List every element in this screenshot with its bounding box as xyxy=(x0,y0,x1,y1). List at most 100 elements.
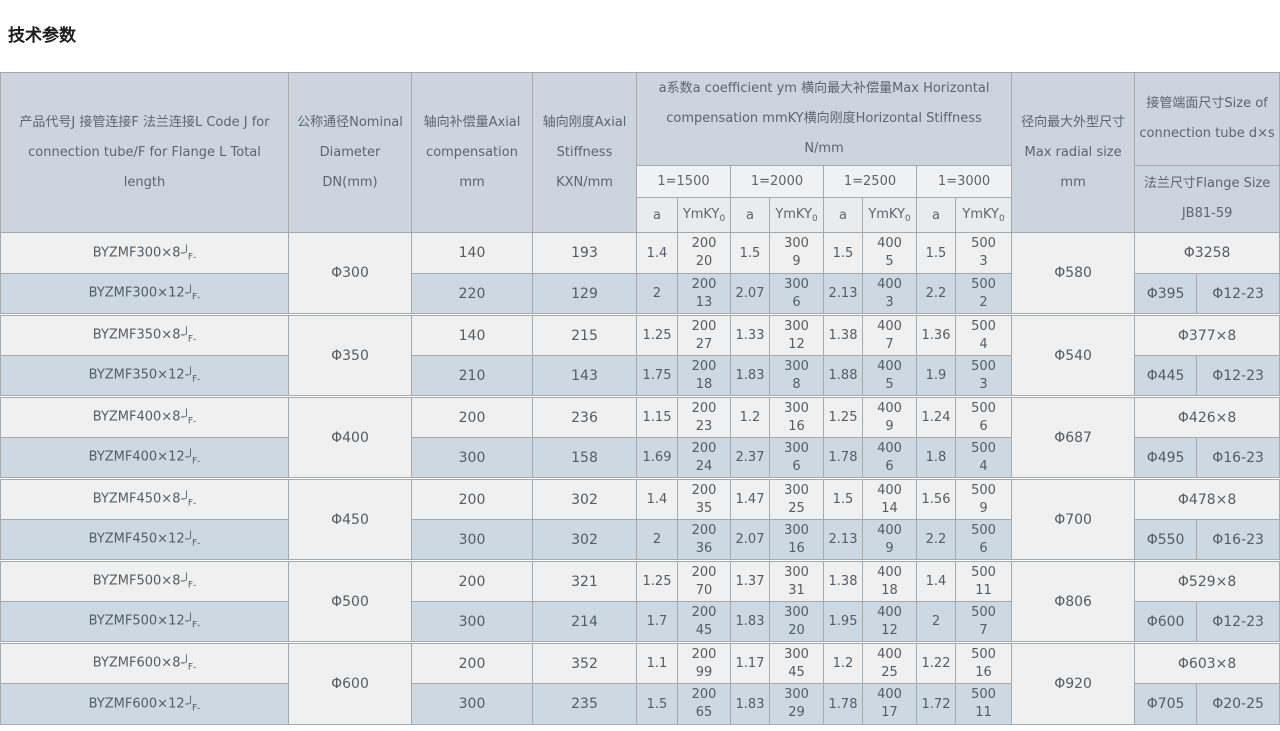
ymky-bottom-value: 35 xyxy=(695,500,713,516)
header-row-main: 产品代号J 接管连接F 法兰连接L Code J for connection … xyxy=(0,72,1280,233)
ymky-bottom-value: 5 xyxy=(885,254,894,269)
ymky-value-cell: 300 45 xyxy=(769,642,824,684)
nominal-diameter-cell: Φ500 xyxy=(288,560,412,643)
table-row: BYZMF600×8-JF- Φ600 200 352 1.1 200 99 1.… xyxy=(0,642,1280,725)
product-code-subscript: F- xyxy=(187,416,197,427)
a-value-cell: 1.5 xyxy=(823,478,863,520)
ymky-value-cell: 200 18 xyxy=(677,355,731,397)
axial-stiffness-cell: 352 xyxy=(532,642,637,684)
ymky-top-value: 400 xyxy=(877,604,902,620)
ymky-top-value: 500 xyxy=(971,236,996,251)
ymky-value-cell: 300 16 xyxy=(769,519,824,561)
table-row: BYZMF300×8-JF- Φ300 140 193 1.4 200 20 1.… xyxy=(0,232,1280,315)
ymky-top-value: 300 xyxy=(784,646,809,662)
flange-diameter-cell: Φ495 xyxy=(1134,437,1198,479)
nominal-diameter-cell: Φ600 xyxy=(288,642,412,725)
ymky-value-cell: 500 4 xyxy=(954,437,1013,479)
ymky-value-cell: 400 17 xyxy=(862,683,917,725)
table-row: BYZMF300×12-JF- 220 129 2 200 13 2.07 300… xyxy=(0,273,1280,315)
axial-stiffness-cell: 321 xyxy=(532,560,637,602)
ymky-bottom-value: 9 xyxy=(979,500,988,516)
ymky-bottom-value: 16 xyxy=(975,664,992,680)
ymky-top-value: 200 xyxy=(691,400,717,416)
ymky-bottom-value: 12 xyxy=(881,622,898,638)
product-code-base: BYZMF400×12- xyxy=(88,449,190,465)
header-tube-size: 接管端面尺寸Size of connection tube d×s xyxy=(1134,72,1280,166)
header-l2000: 1=2000 xyxy=(730,165,824,198)
axial-stiffness-cell: 158 xyxy=(532,437,637,479)
ymky-top-value: 400 xyxy=(877,276,902,292)
axial-compensation-cell: 300 xyxy=(411,437,533,479)
flange-holes-cell: Φ12-23 xyxy=(1196,355,1280,397)
product-code-superscript: J xyxy=(189,448,192,459)
ymky-top-value: 500 xyxy=(971,522,996,538)
header-flange-size: 法兰尺寸Flange Size JB81-59 xyxy=(1134,165,1280,233)
a-value-cell: 1.78 xyxy=(823,437,863,479)
header-a-3: a xyxy=(823,197,863,233)
product-code-superscript: J xyxy=(185,654,188,665)
ymky-bottom-value: 11 xyxy=(975,705,992,720)
ymky-value-cell: 400 7 xyxy=(862,314,917,356)
a-value-cell: 2 xyxy=(916,601,956,643)
product-code-subscript: F- xyxy=(191,703,201,714)
product-code-superscript: J xyxy=(185,326,188,337)
axial-compensation-cell: 300 xyxy=(411,519,533,561)
product-code-subscript: F- xyxy=(187,498,197,509)
ymky-label: YmKY xyxy=(962,206,999,222)
axial-stiffness-cell: 302 xyxy=(532,478,637,520)
axial-compensation-cell: 200 xyxy=(411,560,533,602)
product-code-superscript: J xyxy=(189,530,192,541)
a-value-cell: 1.83 xyxy=(730,355,770,397)
ymky-bottom-value: 6 xyxy=(979,418,988,434)
ymky-top-value: 300 xyxy=(784,687,809,702)
product-code-subscript: F- xyxy=(191,456,201,467)
a-value-cell: 1.7 xyxy=(636,601,678,643)
ymky-top-value: 200 xyxy=(691,646,717,662)
a-value-cell: 1.5 xyxy=(823,232,863,274)
table-row: BYZMF450×12-JF- 300 302 2 200 36 2.07 300… xyxy=(0,519,1280,561)
ymky-label: YmKY xyxy=(868,206,905,222)
product-code-cell: BYZMF500×8-JF- xyxy=(0,560,289,602)
table-row: BYZMF500×8-JF- Φ500 200 321 1.25 200 70 1… xyxy=(0,560,1280,643)
product-code-cell: BYZMF600×8-JF- xyxy=(0,642,289,684)
a-value-cell: 1.5 xyxy=(730,232,770,274)
tube-size-cell: Φ377×8 xyxy=(1134,314,1280,356)
ymky-bottom-value: 16 xyxy=(788,418,805,434)
max-radial-cell: Φ700 xyxy=(1011,478,1136,561)
product-code-cell: BYZMF300×12-JF- xyxy=(0,273,289,315)
product-code-subscript: F- xyxy=(191,620,201,631)
ymky-value-cell: 300 9 xyxy=(769,232,824,274)
axial-stiffness-cell: 143 xyxy=(532,355,637,397)
flange-diameter-cell: Φ395 xyxy=(1134,273,1198,315)
product-code-superscript: J xyxy=(185,243,188,254)
ymky-top-value: 200 xyxy=(691,276,717,292)
ymky-value-cell: 200 20 xyxy=(677,232,731,274)
product-code-base: BYZMF500×12- xyxy=(88,613,190,629)
ymky-top-value: 300 xyxy=(784,522,809,538)
table-row: BYZMF500×12-JF- 300 214 1.7 200 45 1.83 3… xyxy=(0,601,1280,643)
ymky-bottom-value: 24 xyxy=(695,458,713,474)
ymky-subscript: 0 xyxy=(904,213,911,224)
ymky-top-value: 500 xyxy=(971,687,996,702)
ymky-top-value: 500 xyxy=(971,482,996,498)
a-value-cell: 1.83 xyxy=(730,683,770,725)
ymky-value-cell: 200 24 xyxy=(677,437,731,479)
header-axial-stiffness: 轴向刚度Axial Stiffness KXN/mm xyxy=(532,72,637,233)
ymky-bottom-value: 3 xyxy=(885,294,894,310)
a-value-cell: 1.25 xyxy=(636,560,678,602)
header-ymky-1: YmKY0 xyxy=(677,197,731,233)
ymky-top-value: 300 xyxy=(784,564,809,580)
product-code-cell: BYZMF400×8-JF- xyxy=(0,396,289,438)
header-a-4: a xyxy=(916,197,956,233)
product-code-cell: BYZMF500×12-JF- xyxy=(0,601,289,643)
ymky-value-cell: 500 2 xyxy=(954,273,1013,315)
spec-table: 产品代号J 接管连接F 法兰连接L Code J for connection … xyxy=(0,72,1280,725)
ymky-value-cell: 400 14 xyxy=(862,478,917,520)
ymky-top-value: 500 xyxy=(971,276,996,292)
max-radial-cell: Φ580 xyxy=(1011,232,1136,315)
ymky-bottom-value: 18 xyxy=(695,376,713,392)
ymky-bottom-value: 8 xyxy=(792,376,801,392)
ymky-top-value: 200 xyxy=(691,482,717,498)
ymky-value-cell: 200 99 xyxy=(677,642,731,684)
header-ymky-4: YmKY0 xyxy=(954,197,1013,233)
